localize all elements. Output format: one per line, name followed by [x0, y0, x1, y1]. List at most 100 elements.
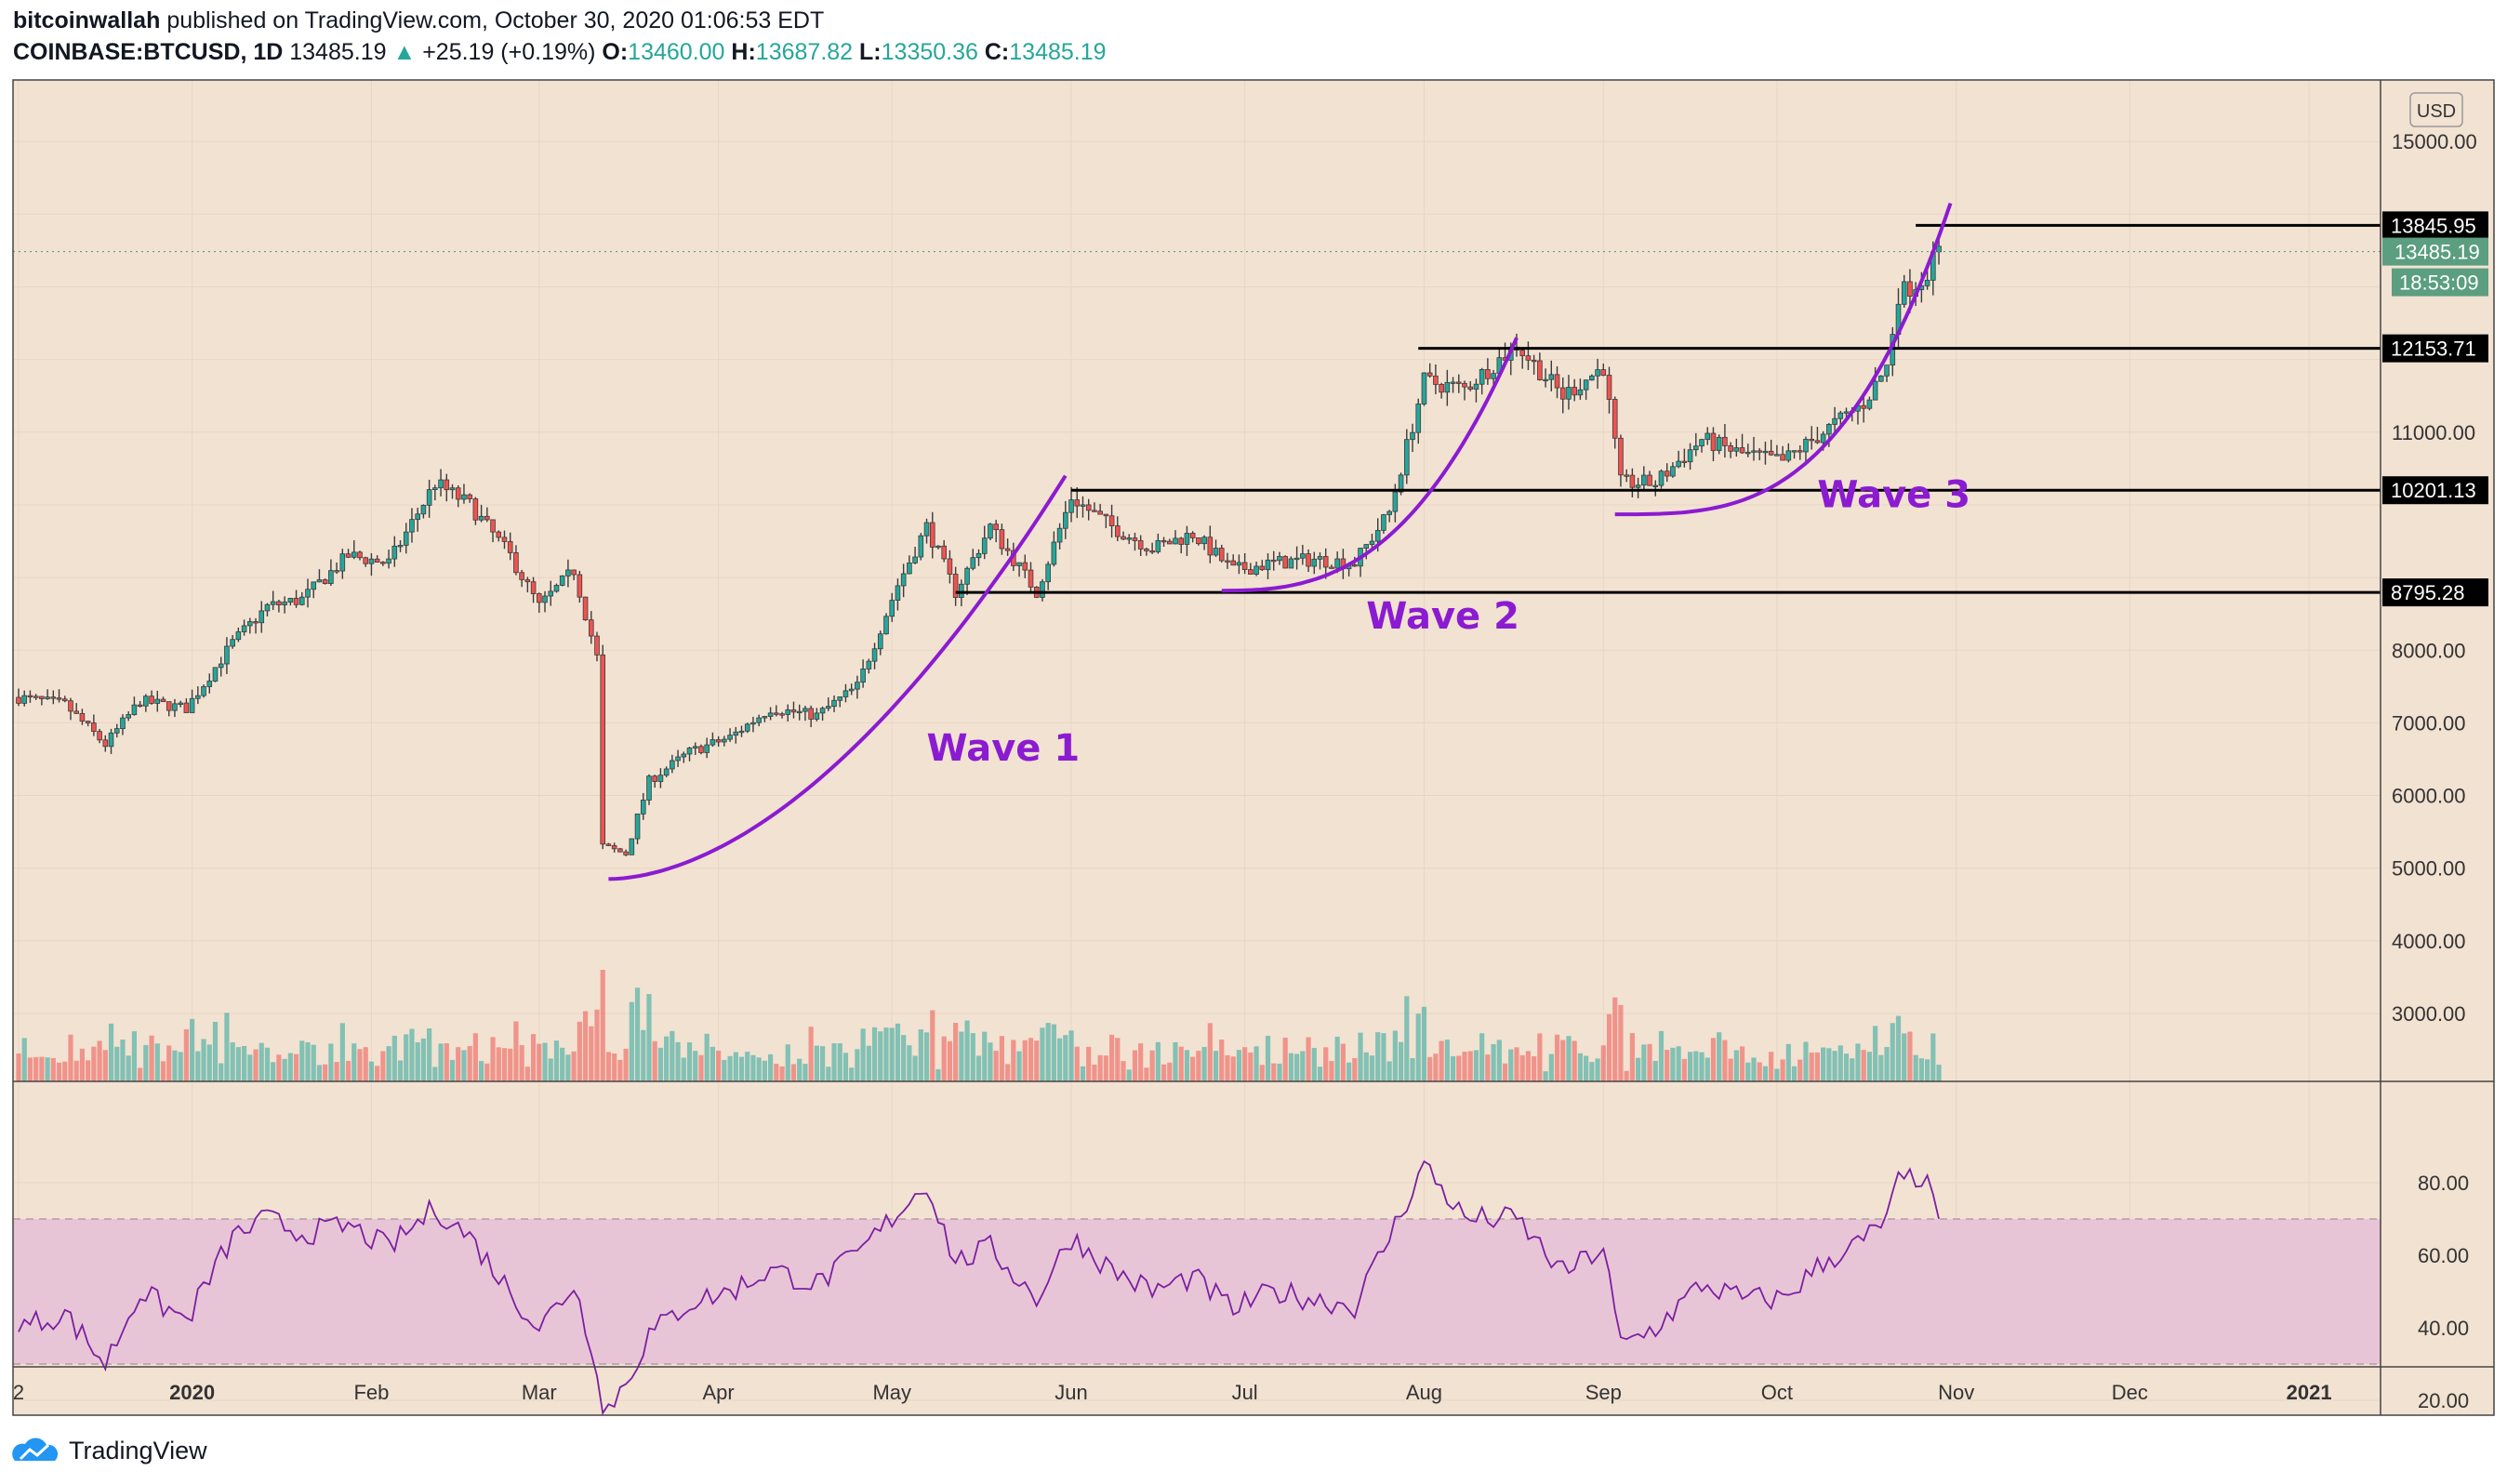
candle-body[interactable] [993, 523, 999, 531]
candle-body[interactable] [767, 712, 774, 717]
candle-body[interactable] [322, 579, 328, 584]
candle-body[interactable] [1826, 424, 1832, 435]
candle-body[interactable] [588, 619, 594, 637]
candle-body[interactable] [287, 598, 294, 603]
candle-body[interactable] [1543, 378, 1548, 382]
candle-body[interactable] [484, 515, 490, 521]
candle-body[interactable] [640, 800, 646, 815]
candle-body[interactable] [79, 712, 86, 722]
candle-body[interactable] [149, 696, 154, 704]
candle-body[interactable] [1583, 379, 1589, 391]
candle-body[interactable] [201, 686, 206, 696]
candle-body[interactable] [1531, 359, 1537, 363]
candle-body[interactable] [704, 744, 710, 753]
candle-body[interactable] [1288, 558, 1294, 569]
candle-body[interactable] [1306, 553, 1311, 567]
candle-body[interactable] [1641, 474, 1647, 486]
candle-body[interactable] [1519, 350, 1526, 357]
candle-body[interactable] [334, 570, 339, 573]
candle-body[interactable] [91, 722, 97, 733]
candle-body[interactable] [1132, 537, 1138, 541]
candle-body[interactable] [311, 581, 317, 590]
candle-body[interactable] [1676, 460, 1681, 468]
candle-body[interactable] [1092, 510, 1097, 512]
candle-body[interactable] [1710, 432, 1717, 451]
candle-body[interactable] [253, 621, 259, 624]
candle-body[interactable] [61, 698, 68, 702]
candle-body[interactable] [1121, 536, 1126, 540]
candle-body[interactable] [1572, 387, 1577, 396]
candles[interactable] [16, 234, 1942, 856]
candle-body[interactable] [368, 558, 375, 564]
candle-body[interactable] [999, 529, 1005, 550]
candle-body[interactable] [1658, 470, 1665, 486]
candle-body[interactable] [524, 578, 531, 583]
candle-body[interactable] [241, 625, 247, 632]
candle-body[interactable] [1218, 548, 1225, 562]
candle-body[interactable] [126, 714, 131, 719]
candle-body[interactable] [218, 663, 224, 669]
candle-body[interactable] [351, 551, 357, 558]
candle-body[interactable] [39, 696, 45, 699]
candle-body[interactable] [1166, 540, 1173, 545]
candle-body[interactable] [530, 581, 537, 594]
candle-body[interactable] [438, 479, 444, 489]
candle-body[interactable] [1085, 504, 1092, 511]
candle-body[interactable] [1051, 541, 1057, 565]
candle-body[interactable] [172, 703, 178, 711]
candle-body[interactable] [1744, 451, 1751, 455]
author-name[interactable]: bitcoinwallah [13, 7, 161, 33]
candle-body[interactable] [1259, 565, 1266, 571]
candle-body[interactable] [826, 706, 831, 709]
candle-body[interactable] [1693, 445, 1699, 451]
candle-body[interactable] [166, 701, 172, 711]
candle-body[interactable] [1386, 510, 1392, 515]
candle-body[interactable] [600, 654, 606, 845]
candle-body[interactable] [646, 775, 652, 801]
candle-body[interactable] [1618, 437, 1624, 476]
candle-body[interactable] [1022, 562, 1028, 571]
candle-body[interactable] [1566, 387, 1572, 400]
candle-body[interactable] [1074, 499, 1081, 507]
candle-body[interactable] [1056, 527, 1063, 543]
candle-body[interactable] [1410, 431, 1415, 441]
candle-body[interactable] [455, 487, 461, 500]
candle-body[interactable] [1137, 540, 1144, 550]
candle-body[interactable] [1809, 438, 1815, 442]
candle-body[interactable] [1768, 450, 1774, 456]
candle-body[interactable] [27, 695, 33, 698]
candle-body[interactable] [1311, 558, 1318, 567]
candle-body[interactable] [137, 704, 143, 708]
candle-body[interactable] [68, 700, 73, 712]
candle-body[interactable] [501, 537, 508, 542]
candle-body[interactable] [1450, 381, 1456, 384]
candle-body[interactable] [1213, 548, 1219, 556]
candle-body[interactable] [1329, 566, 1334, 569]
candle-body[interactable] [1612, 399, 1618, 439]
candle-body[interactable] [16, 696, 21, 704]
candle-body[interactable] [889, 600, 895, 617]
candle-body[interactable] [733, 731, 739, 736]
candle-body[interactable] [1467, 386, 1474, 390]
candle-body[interactable] [461, 494, 467, 500]
candle-body[interactable] [21, 695, 28, 704]
candle-body[interactable] [808, 708, 814, 720]
candle-body[interactable] [113, 728, 120, 734]
candle-body[interactable] [230, 639, 235, 647]
candle-body[interactable] [594, 635, 600, 656]
candle-body[interactable] [160, 698, 166, 703]
candle-body[interactable] [1178, 537, 1185, 545]
candle-body[interactable] [97, 731, 102, 741]
candle-body[interactable] [750, 722, 756, 725]
candle-body[interactable] [1878, 375, 1884, 382]
candle-body[interactable] [1559, 387, 1566, 400]
candle-body[interactable] [571, 569, 577, 576]
candle-body[interactable] [577, 574, 583, 598]
candle-body[interactable] [629, 838, 635, 855]
candle-body[interactable] [952, 574, 959, 598]
candle-body[interactable] [744, 723, 750, 732]
candle-body[interactable] [328, 570, 334, 584]
candle-body[interactable] [1739, 447, 1745, 454]
candle-body[interactable] [1317, 556, 1323, 560]
candle-body[interactable] [1548, 374, 1555, 380]
